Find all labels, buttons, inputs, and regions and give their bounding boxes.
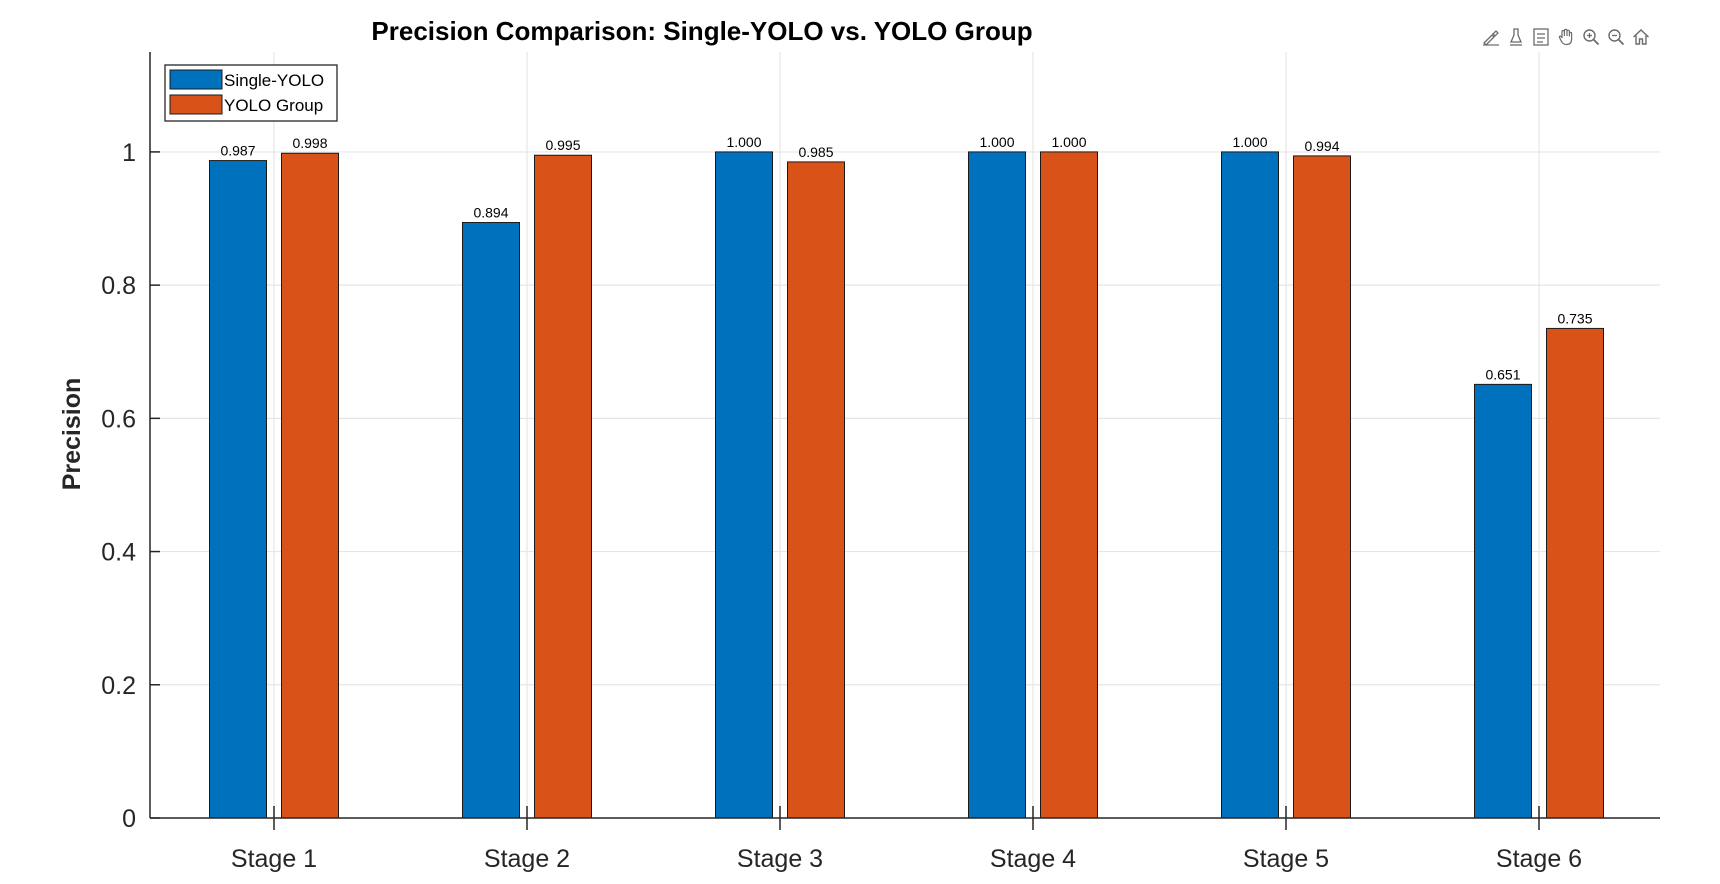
bars	[209, 151, 1604, 819]
legend-label: Single-YOLO	[224, 71, 324, 90]
bar-yolo-group-5	[1293, 155, 1351, 819]
y-tick-label: 0.8	[101, 272, 136, 300]
brush-icon[interactable]	[1480, 26, 1502, 48]
chart-title: Precision Comparison: Single-YOLO vs. YO…	[371, 16, 1032, 46]
axes-toolbar	[1480, 26, 1652, 48]
bar-yolo-group-6	[1546, 327, 1604, 819]
bar-single-yolo-6	[1474, 383, 1532, 819]
zoom-in-icon[interactable]	[1580, 26, 1602, 48]
y-tick-label: 0.2	[101, 672, 136, 700]
bar-yolo-group-4	[1040, 151, 1098, 819]
y-tick-label: 1	[122, 139, 136, 167]
data-label: 0.985	[798, 144, 833, 160]
bar-yolo-group-2	[534, 154, 592, 819]
legend-icon[interactable]	[1530, 26, 1552, 48]
data-label: 1.000	[726, 134, 761, 150]
data-label: 0.995	[545, 137, 580, 153]
y-tick-label: 0	[122, 805, 136, 833]
zoom-out-icon[interactable]	[1605, 26, 1627, 48]
grid-lines	[150, 52, 1660, 818]
x-tick-label: Stage 4	[990, 845, 1076, 873]
home-icon[interactable]	[1630, 26, 1652, 48]
data-tips-icon[interactable]	[1505, 26, 1527, 48]
data-label: 0.987	[220, 143, 255, 159]
data-label: 0.651	[1485, 366, 1520, 382]
bar-single-yolo-4	[968, 151, 1026, 819]
bar-single-yolo-3	[715, 151, 773, 819]
bar-single-yolo-1	[209, 160, 267, 819]
bar-yolo-group-3	[787, 161, 845, 819]
pan-icon[interactable]	[1555, 26, 1577, 48]
data-label: 0.894	[473, 205, 508, 221]
x-tick-label: Stage 6	[1496, 845, 1582, 873]
bar-single-yolo-5	[1221, 151, 1279, 819]
axes: 0 0.2 0.4 0.6 0.8 1 Stage 1 Stage 2 Stage 3 Stage…	[101, 52, 1660, 873]
data-labels: 0.987 0.894 1.000 1.000 1.000 0.651 0.998 0.995…	[220, 134, 1592, 382]
y-tick-label: 0.6	[101, 405, 136, 433]
x-tick-label: Stage 2	[484, 845, 570, 873]
data-label: 0.998	[292, 135, 327, 151]
y-axis-label: Precision	[58, 378, 86, 491]
x-tick-label: Stage 3	[737, 845, 823, 873]
y-tick-label: 0.4	[101, 539, 136, 567]
x-tick-label: Stage 5	[1243, 845, 1329, 873]
bar-yolo-group-1	[281, 152, 339, 819]
legend-label: YOLO Group	[224, 96, 323, 115]
data-label: 0.994	[1304, 138, 1339, 154]
x-tick-label: Stage 1	[231, 845, 317, 873]
data-label: 0.735	[1557, 310, 1592, 326]
data-label: 1.000	[979, 134, 1014, 150]
legend-swatch	[169, 94, 223, 115]
legend-swatch	[169, 69, 223, 90]
data-label: 1.000	[1051, 134, 1086, 150]
data-label: 1.000	[1232, 134, 1267, 150]
legend[interactable]: Single-YOLO YOLO Group	[164, 64, 338, 122]
bar-single-yolo-2	[462, 222, 520, 819]
